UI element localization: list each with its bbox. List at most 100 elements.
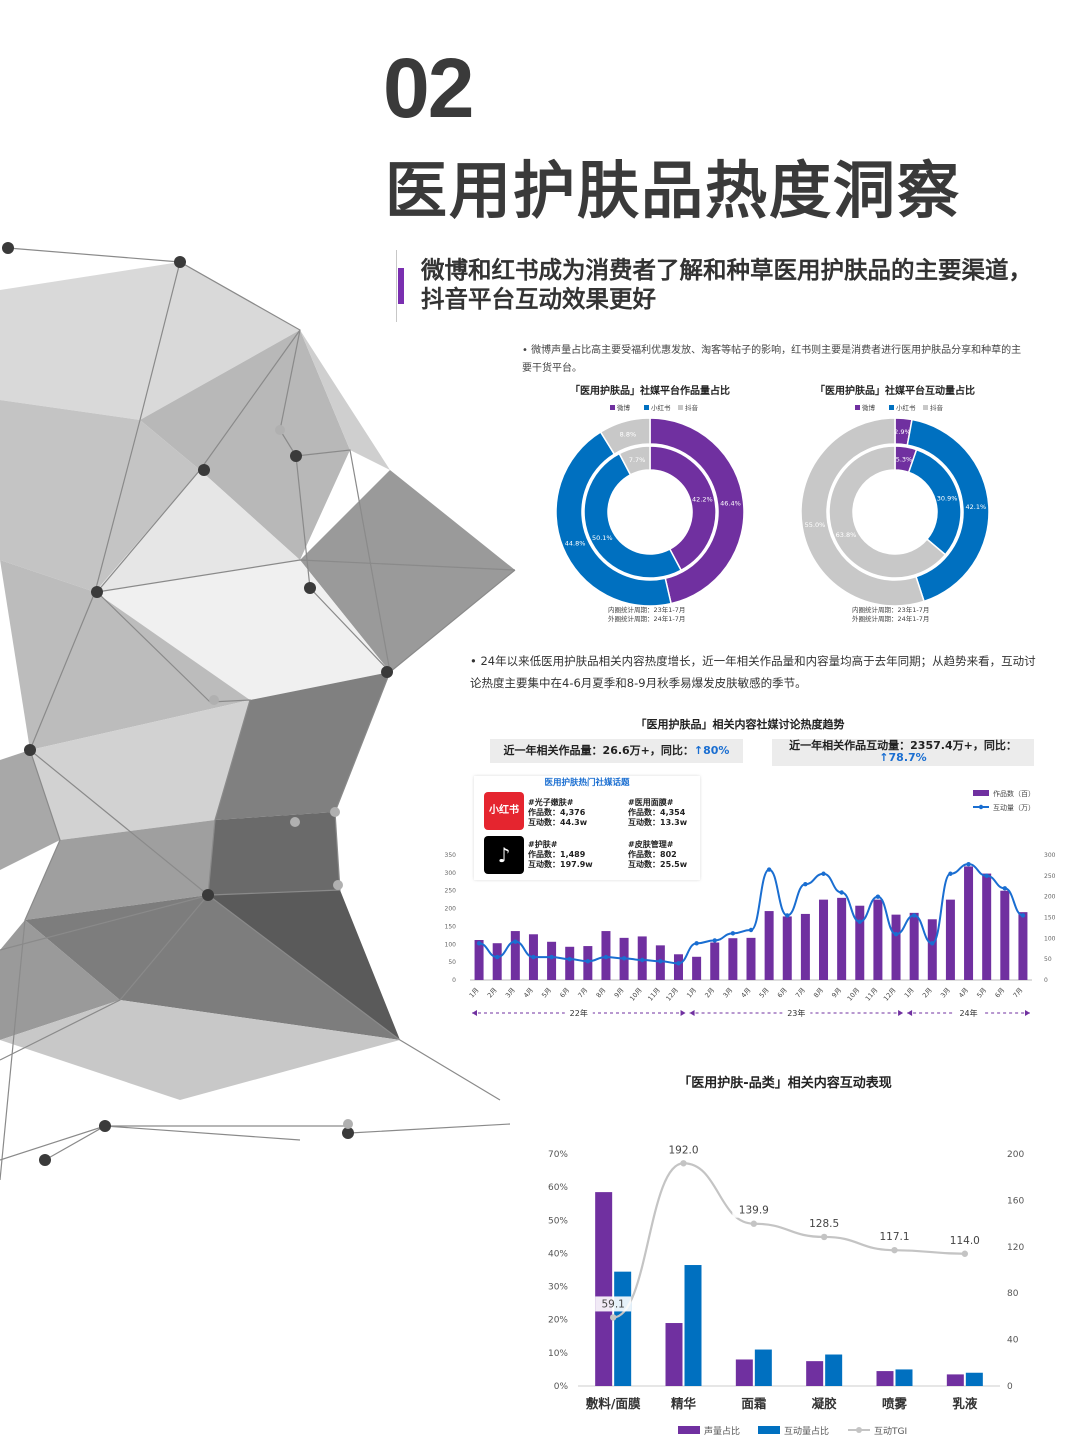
trend-point (748, 927, 754, 933)
x-tick-label: 3月 (721, 986, 734, 999)
category-bar (895, 1369, 913, 1386)
legend-label: 抖音 (930, 403, 944, 412)
year-band-arrow (680, 1010, 686, 1016)
trend-bar (547, 941, 557, 980)
x-tick-label: 8月 (595, 986, 608, 999)
tgi-point (891, 1246, 898, 1254)
x-tick-label: 5月 (758, 986, 771, 999)
donut-right-period-inner: 内圈统计周期：23年1-7月 (852, 605, 929, 614)
category-bar (806, 1361, 824, 1386)
legend-label: 声量占比 (704, 1425, 740, 1437)
trend-point (476, 941, 482, 946)
trend-point (930, 941, 935, 946)
legend-swatch (758, 1426, 780, 1434)
category-label: 精华 (671, 1396, 697, 1411)
trend-point (766, 867, 772, 872)
legend-swatch (644, 405, 649, 410)
hot-topics-header: 医用护肤热门社媒话题 (544, 778, 630, 788)
y-right-tick: 250 (1044, 873, 1056, 880)
category-chart: 0% 10% 20% 30% 40% 50% 60% 70% 0 40 80 120 160 200 敷料/… (548, 1142, 1024, 1437)
tgi-label-bg (873, 1229, 916, 1245)
donut-slice (599, 417, 651, 456)
tgi-label-bg (802, 1215, 846, 1231)
kpi-works-growth: ↑80% (693, 744, 730, 757)
kpi-interactions-growth: ↑78.7% (879, 751, 927, 764)
trend-bar (673, 954, 683, 980)
donut-charts: 微博 小红书 抖音 微博 小红书 抖音 46.4% 44.8% 8.8% 42.2% 50.1%… (555, 403, 990, 623)
trend-bar (510, 931, 520, 980)
trend-point (640, 957, 645, 963)
x-tick-label: 10月 (846, 986, 862, 1002)
trend-point (1020, 913, 1026, 918)
x-tick-label: 8月 (812, 986, 825, 999)
legend-label: 互动TGI (874, 1426, 907, 1437)
donut-slice (649, 417, 745, 605)
trend-point (694, 941, 699, 946)
category-bar (614, 1271, 632, 1386)
donut-slice (828, 445, 947, 579)
tgi-point (961, 1250, 969, 1257)
x-tick-label: 6月 (558, 986, 571, 999)
topic-item: #光子嫩肤# 作品数：4,376 互动数：44.3w (528, 798, 588, 827)
trend-point (893, 931, 899, 937)
legend-label: 小红书 (896, 403, 916, 412)
x-tick-label: 2月 (486, 986, 499, 999)
year-band-arrow (472, 1010, 477, 1016)
donut-slice (618, 445, 651, 476)
x-tick-label: 4月 (957, 986, 970, 999)
tgi-label: 114.0 (950, 1235, 980, 1247)
x-tick-label: 2月 (703, 986, 716, 999)
y-left-tick: 40% (548, 1249, 568, 1259)
trend-bar (945, 899, 955, 980)
legend-swatch (678, 405, 683, 410)
kpi-interactions: 近一年相关作品互动量：2357.4万+，同比： ↑78.7% (772, 739, 1034, 766)
tgi-point (609, 1314, 617, 1321)
trend-point (821, 871, 826, 876)
trend-point (621, 956, 627, 961)
category-label: 面霜 (741, 1396, 766, 1411)
donut-slice-label: 55.0% (805, 521, 826, 529)
donut-slice (800, 417, 925, 607)
trend-bar (1000, 890, 1010, 980)
x-tick-label: 10月 (628, 986, 644, 1002)
y-right-tick: 0 (1044, 977, 1048, 984)
x-tick-label: 3月 (504, 986, 517, 999)
category-bar (735, 1359, 753, 1386)
y-right-tick: 300 (1044, 852, 1056, 859)
trend-point (603, 954, 609, 960)
y-right-tick: 50 (1044, 956, 1052, 963)
trend-point (857, 919, 862, 924)
legend-label: 小红书 (651, 403, 671, 412)
y-right-tick: 200 (1007, 1150, 1024, 1160)
y-right-tick: 120 (1007, 1243, 1024, 1253)
donut-slice-label: 63.8% (836, 531, 857, 539)
topic-item: #护肤# 作品数：1,489 互动数：197.9w (528, 840, 593, 869)
legend-swatch (856, 1427, 862, 1433)
x-tick-label: 1月 (468, 986, 481, 999)
category-bar (665, 1323, 683, 1386)
trend-bar (891, 914, 901, 980)
trend-point (494, 954, 500, 960)
year-label-bg (564, 1007, 593, 1019)
trend-bar (474, 940, 484, 980)
trend-chart: 0 50 100 150 200 250 300 350 0 50 100 150 200 250 300 1… (445, 789, 1056, 1019)
trend-point (712, 938, 717, 943)
tgi-label: 59.1 (601, 1298, 624, 1310)
tgi-label: 117.1 (879, 1231, 909, 1243)
tgi-label-bg (595, 1296, 632, 1312)
background-polygon-art (0, 242, 516, 1181)
x-tick-label: 12月 (882, 986, 898, 1002)
note-platform-share: • 微博声量占比高主要受福利优惠发放、淘客等帖子的影响，红书则主要是消费者进行医… (522, 345, 1022, 374)
trend-point (966, 861, 971, 867)
y-left-tick: 70% (548, 1150, 568, 1160)
y-left-tick: 200 (445, 906, 457, 913)
y-left-tick: 250 (445, 888, 457, 895)
y-left-tick: 20% (548, 1316, 568, 1326)
trend-bar (764, 911, 774, 980)
tgi-point (750, 1220, 758, 1227)
year-band-arrow (907, 1010, 913, 1016)
category-bar (684, 1265, 702, 1386)
trend-point (1002, 886, 1008, 891)
legend-label: 微博 (862, 403, 876, 412)
legend-label: 作品数（百） (993, 789, 1035, 798)
